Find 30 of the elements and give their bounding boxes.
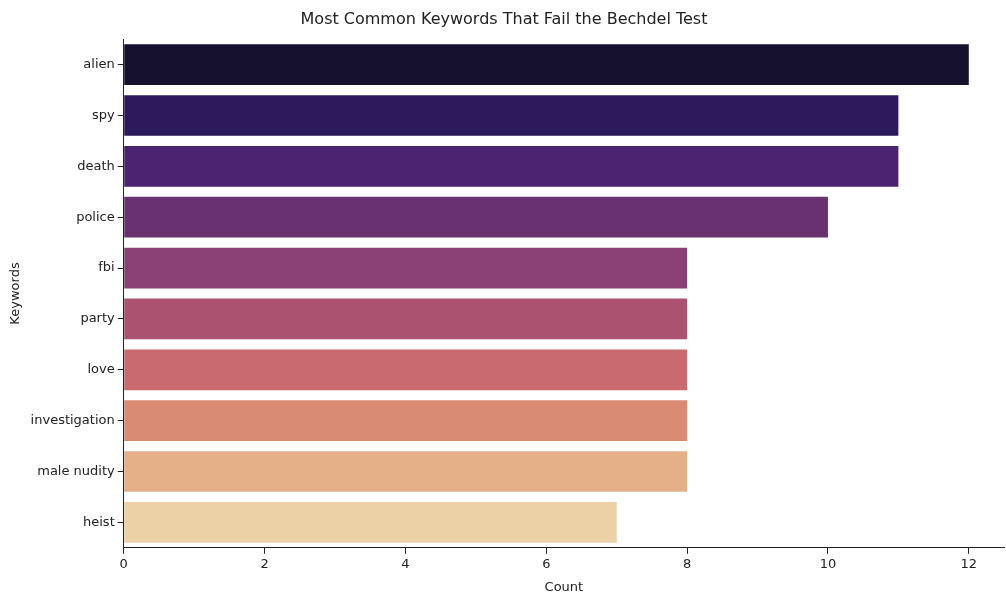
chart-title: Most Common Keywords That Fail the Bechdel Test [300, 8, 708, 28]
bar [124, 400, 688, 441]
y-tick-label: heist [83, 513, 115, 529]
x-tick-label: 6 [542, 555, 551, 571]
y-tick-label: investigation [30, 412, 115, 428]
bar [124, 298, 688, 340]
x-tick-label: 0 [119, 555, 128, 571]
y-tick-label: alien [83, 56, 115, 71]
bar [124, 349, 688, 391]
bar [124, 44, 969, 85]
y-tick-label: spy [92, 106, 116, 122]
y-tick-label: love [87, 361, 115, 377]
y-tick-label: death [77, 157, 115, 173]
y-axis-title: Keywords [7, 262, 23, 325]
bar [124, 502, 617, 543]
x-tick-label: 10 [819, 555, 837, 571]
y-tick-label: party [80, 310, 116, 326]
y-tick-label: male nudity [37, 462, 116, 478]
bar [124, 95, 899, 136]
y-tick-label: fbi [98, 259, 115, 275]
bar [124, 451, 688, 492]
x-tick-label: 4 [401, 555, 410, 571]
y-tick-label: police [76, 208, 115, 224]
bar [124, 146, 899, 187]
bar [124, 247, 688, 289]
x-tick-label: 2 [260, 555, 269, 571]
x-axis-title: Count [544, 578, 584, 594]
x-tick-label: 8 [682, 555, 692, 571]
bar [124, 196, 828, 238]
x-tick-label: 12 [960, 555, 978, 571]
